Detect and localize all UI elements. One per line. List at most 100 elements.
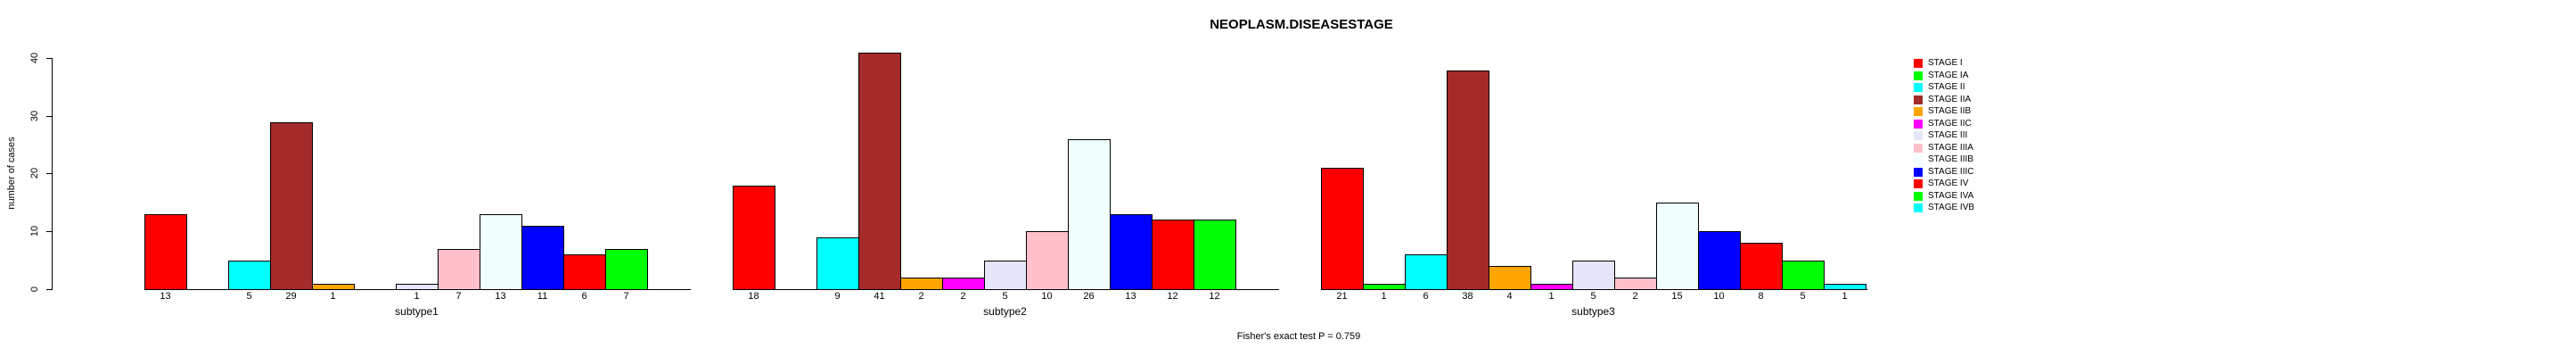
fisher-note: Fisher's exact test P = 0.759 [1236, 331, 1361, 342]
bar-value-label: 2 [918, 291, 924, 302]
legend-label: STAGE IIIC [1928, 166, 1974, 177]
y-tick [46, 230, 52, 232]
bar-subtype3-stage-iia [1447, 70, 1489, 290]
legend-swatch [1914, 107, 1923, 116]
legend-label: STAGE IIA [1928, 94, 1972, 104]
legend-label: STAGE IA [1928, 70, 1969, 80]
bar-subtype1-stage-iiia [438, 248, 480, 290]
bar-subtype2-stage-iv [1152, 219, 1194, 290]
legend-label: STAGE IVA [1928, 190, 1974, 201]
group-label-subtype3: subtype3 [1571, 305, 1615, 318]
bar-subtype3-stage-iva [1782, 260, 1825, 290]
legend-label: STAGE IIB [1928, 106, 1972, 116]
bar-subtype3-stage-ivb [1824, 283, 1866, 290]
bar-value-label: 7 [623, 291, 629, 302]
bar-subtype2-stage-iib [900, 277, 943, 290]
bar-value-label: 38 [1462, 291, 1473, 302]
y-tick [46, 58, 52, 60]
y-tick [46, 173, 52, 175]
bar-value-label: 2 [960, 291, 966, 302]
legend-label: STAGE IIIB [1928, 154, 1973, 164]
legend-swatch [1914, 131, 1923, 140]
group-label-subtype2: subtype2 [983, 305, 1027, 318]
bar-subtype2-stage-ii [816, 237, 859, 290]
bar-value-label: 1 [330, 291, 336, 302]
bar-value-label: 5 [1800, 291, 1806, 302]
legend-swatch [1914, 59, 1923, 68]
legend-label: STAGE IV [1928, 178, 1969, 188]
bar-subtype3-stage-iiia [1614, 277, 1657, 290]
bar-subtype2-stage-iiia [1026, 230, 1069, 290]
bar-subtype1-stage-iiic [521, 225, 564, 290]
bar-value-label: 13 [1125, 291, 1136, 302]
legend-swatch [1914, 203, 1923, 212]
bar-value-label: 5 [246, 291, 252, 302]
legend-swatch [1914, 71, 1923, 80]
bar-subtype3-stage-ii [1405, 253, 1448, 290]
bar-value-label: 1 [1548, 291, 1555, 302]
legend-label: STAGE I [1928, 58, 1963, 68]
bar-value-label: 11 [537, 291, 548, 302]
bar-value-label: 6 [581, 291, 587, 302]
bar-subtype3-stage-iii [1572, 260, 1615, 290]
bar-value-label: 13 [495, 291, 506, 302]
bar-subtype1-stage-i [144, 213, 187, 290]
bar-subtype1-stage-iiib [480, 213, 522, 290]
bar-subtype1-stage-iva [605, 248, 648, 290]
legend-swatch [1914, 143, 1923, 153]
bar-subtype3-stage-iic [1530, 283, 1573, 290]
bar-subtype1-stage-iii [396, 283, 439, 290]
group-label-subtype1: subtype1 [395, 305, 439, 318]
bar-subtype3-stage-iib [1489, 265, 1531, 290]
bar-value-label: 7 [455, 291, 462, 302]
y-tick-label: 40 [29, 52, 40, 64]
bar-subtype2-stage-iva [1194, 219, 1236, 290]
bar-value-label: 4 [1506, 291, 1513, 302]
bar-value-label: 1 [414, 291, 420, 302]
bar-subtype2-stage-iii [984, 260, 1027, 290]
bar-value-label: 10 [1041, 291, 1053, 302]
legend-label: STAGE III [1928, 130, 1968, 140]
bar-value-label: 26 [1083, 291, 1095, 302]
bar-value-label: 2 [1632, 291, 1638, 302]
bar-subtype3-stage-i [1321, 167, 1364, 290]
legend-swatch [1914, 179, 1923, 188]
bar-subtype3-stage-iiib [1656, 202, 1699, 290]
bar-subtype3-stage-iv [1740, 242, 1783, 290]
legend-swatch [1914, 119, 1923, 129]
y-tick [46, 115, 52, 117]
y-tick [46, 288, 52, 290]
bar-subtype3-stage-ia [1363, 283, 1406, 290]
bar-value-label: 12 [1209, 291, 1220, 302]
chart-title: NEOPLASM.DISEASESTAGE [1210, 17, 1393, 32]
y-axis-line [52, 57, 53, 290]
bar-subtype2-stage-iia [858, 52, 901, 290]
bar-subtype1-stage-iia [270, 121, 313, 290]
bar-value-label: 29 [285, 291, 297, 302]
bar-value-label: 21 [1336, 291, 1348, 302]
bar-subtype2-stage-iic [942, 277, 985, 290]
bar-value-label: 41 [874, 291, 885, 302]
legend-label: STAGE IVB [1928, 203, 1975, 212]
y-tick-label: 10 [29, 225, 40, 237]
legend-label: STAGE II [1928, 82, 1965, 92]
bar-subtype1-stage-ii [228, 260, 271, 290]
y-tick-label: 20 [29, 168, 40, 179]
bar-subtype2-stage-iiib [1068, 138, 1111, 290]
bar-value-label: 5 [1590, 291, 1596, 302]
bar-value-label: 9 [834, 291, 841, 302]
bar-value-label: 13 [160, 291, 171, 302]
bar-subtype1-stage-iib [312, 283, 355, 290]
legend-label: STAGE IIC [1928, 118, 1972, 129]
bar-value-label: 18 [748, 291, 759, 302]
legend-swatch [1914, 83, 1923, 92]
bar-value-label: 15 [1671, 291, 1683, 302]
bar-subtype3-stage-iiic [1698, 230, 1741, 290]
y-tick-label: 30 [29, 110, 40, 121]
bar-value-label: 1 [1842, 291, 1848, 302]
bar-value-label: 10 [1713, 291, 1725, 302]
bar-value-label: 1 [1381, 291, 1387, 302]
bar-subtype1-stage-iv [563, 253, 606, 290]
legend-swatch [1914, 95, 1923, 104]
